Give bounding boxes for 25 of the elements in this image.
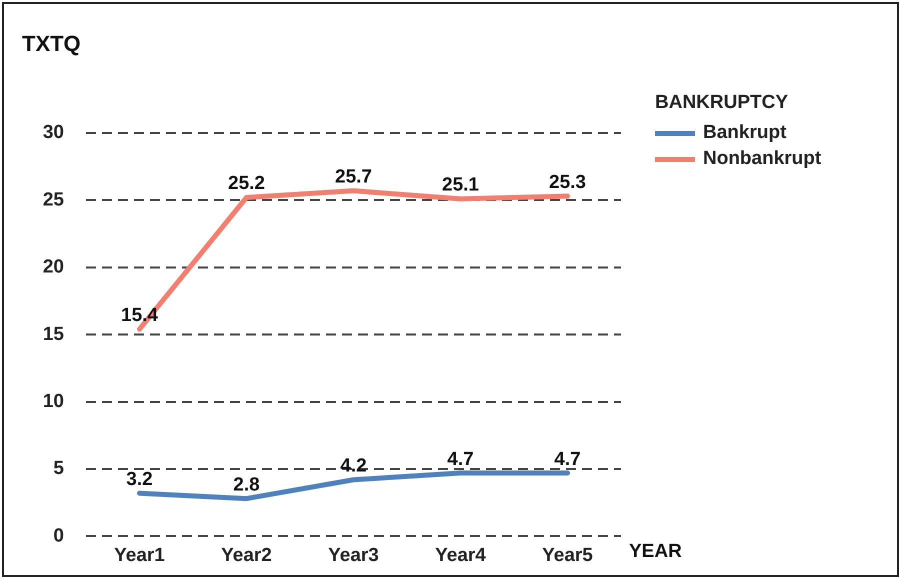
data-label: 25.1: [442, 174, 480, 196]
data-label: 3.2: [126, 468, 153, 490]
legend-title: BANKRUPTCY: [655, 92, 789, 114]
data-label: 4.7: [554, 448, 581, 470]
y-tick-label: 10: [42, 391, 64, 412]
data-label: 25.7: [335, 166, 372, 188]
y-tick-label: 30: [42, 122, 64, 144]
legend-label: Bankrupt: [703, 122, 786, 144]
x-tick-label: Year1: [114, 544, 166, 566]
y-tick-label: 15: [42, 324, 64, 345]
x-tick-label: Year4: [435, 544, 486, 566]
data-label: 4.7: [447, 448, 474, 470]
legend-label: Nonbankrupt: [703, 148, 822, 170]
y-tick-label: 0: [53, 525, 64, 546]
x-axis-title: YEAR: [629, 540, 682, 562]
y-tick-label: 25: [42, 189, 64, 210]
x-tick-label: Year2: [221, 544, 272, 566]
y-tick-label: 20: [42, 256, 64, 278]
y-tick-label: 5: [53, 458, 64, 480]
data-label: 25.3: [549, 172, 586, 193]
data-label: 2.8: [233, 474, 260, 496]
y-axis-title: TXTQ: [22, 31, 81, 56]
x-tick-label: Year5: [542, 544, 594, 566]
x-tick-label: Year3: [328, 544, 379, 566]
data-label: 25.2: [228, 173, 265, 194]
